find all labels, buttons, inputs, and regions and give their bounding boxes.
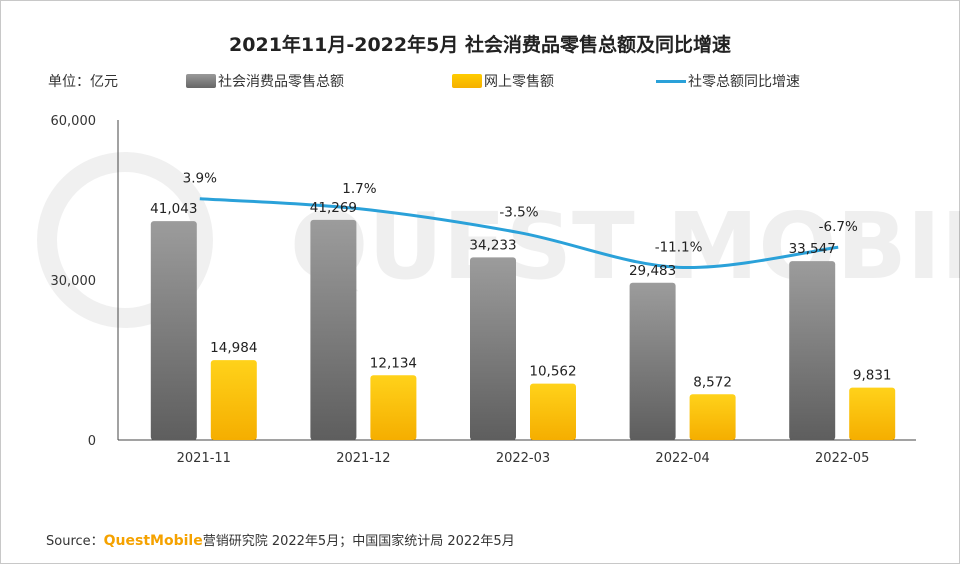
legend-online: 网上零售额 [452, 71, 554, 91]
bar-online-label: 14,984 [210, 340, 257, 356]
x-tick-label: 2022-03 [496, 451, 550, 466]
svg-text:QUEST MOBILE: QUEST MOBILE [290, 193, 960, 300]
unit-label: 单位：亿元 [48, 74, 118, 90]
bar-online-label: 12,134 [370, 355, 417, 371]
bar-online [530, 383, 576, 440]
bar-total [150, 221, 197, 440]
bar-total-label: 41,269 [310, 200, 357, 216]
x-tick-label: 2022-04 [655, 451, 709, 466]
bar-total [629, 282, 676, 440]
bar-total-label: 33,547 [789, 241, 836, 257]
bar-online-label: 9,831 [853, 368, 892, 384]
growth-line [199, 197, 839, 270]
legend-total-label: 社会消费品零售总额 [218, 74, 344, 90]
bar-total-label: 34,233 [469, 237, 516, 253]
bar-online [210, 360, 257, 440]
growth-label: -6.7% [819, 219, 858, 235]
growth-label: -3.5% [499, 205, 538, 221]
legend-total: 社会消费品零售总额 [186, 71, 344, 91]
x-tick-label: 2021-11 [177, 451, 231, 466]
source-brand: QuestMobile [103, 533, 203, 549]
source-suffix: 营销研究院 2022年5月；中国国家统计局 2022年5月 [202, 534, 515, 549]
bar-total [789, 261, 836, 440]
watermark: QUEST MOBILE [37, 152, 960, 328]
bar-total-label: 41,043 [150, 201, 197, 217]
source-prefix: Source： [46, 534, 104, 549]
x-tick-label: 2021-12 [336, 451, 390, 466]
legend-growth: 社零总额同比增速 [656, 71, 800, 91]
bar-online-label: 8,572 [693, 374, 732, 390]
legend-growth-label: 社零总额同比增速 [688, 74, 800, 90]
source-note: Source：QuestMobile营销研究院 2022年5月；中国国家统计局 … [46, 530, 515, 549]
y-tick-label: 60,000 [51, 114, 97, 129]
chart-title: 2021年11月-2022年5月 社会消费品零售总额及同比增速 [229, 34, 731, 56]
legend-growth-swatch [656, 79, 686, 83]
legend-online-label: 网上零售额 [484, 74, 554, 90]
y-tick-label: 30,000 [51, 274, 97, 289]
growth-label: 1.7% [342, 181, 376, 197]
bar-online [849, 387, 896, 440]
bar-online [689, 394, 736, 440]
bar-online [370, 375, 417, 440]
legend-online-swatch [452, 74, 482, 88]
y-tick-label: 0 [88, 434, 96, 449]
growth-label: -11.1% [655, 239, 703, 255]
x-tick-label: 2022-05 [815, 451, 869, 466]
growth-label: 3.9% [183, 171, 217, 187]
legend-total-swatch [186, 74, 216, 88]
bar-total [310, 219, 357, 440]
bar-total-label: 29,483 [629, 263, 676, 279]
bar-online-label: 10,562 [529, 364, 576, 380]
bar-total [470, 257, 516, 440]
